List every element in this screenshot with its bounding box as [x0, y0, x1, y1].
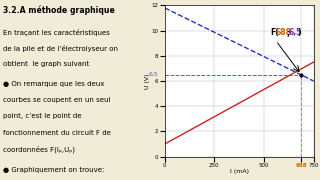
X-axis label: I (mA): I (mA) [230, 169, 249, 174]
Text: En traçant les caractéristiques: En traçant les caractéristiques [3, 29, 110, 36]
Text: 688: 688 [276, 28, 292, 37]
Text: courbes se coupent en un seul: courbes se coupent en un seul [3, 97, 111, 103]
Text: coordonnées F(Iₚ,Uₚ): coordonnées F(Iₚ,Uₚ) [3, 146, 75, 153]
Text: de la pile et de l’électrolyseur on: de la pile et de l’électrolyseur on [3, 45, 118, 52]
Text: fonctionnement du circuit F de: fonctionnement du circuit F de [3, 130, 111, 136]
Text: 6,5: 6,5 [289, 28, 302, 37]
Text: 3.2.A méthode graphique: 3.2.A méthode graphique [3, 5, 115, 15]
Y-axis label: U (V): U (V) [145, 73, 150, 89]
Text: ● Graphiquement on trouve:: ● Graphiquement on trouve: [3, 167, 105, 173]
Text: 6,5: 6,5 [149, 72, 159, 77]
Text: ): ) [298, 28, 301, 37]
Text: ;: ; [287, 28, 290, 37]
Text: obtient  le graph suivant: obtient le graph suivant [3, 61, 90, 67]
Text: ● On remarque que les deux: ● On remarque que les deux [3, 81, 105, 87]
Text: point, c’est le point de: point, c’est le point de [3, 113, 82, 119]
Text: F(: F( [270, 28, 279, 37]
